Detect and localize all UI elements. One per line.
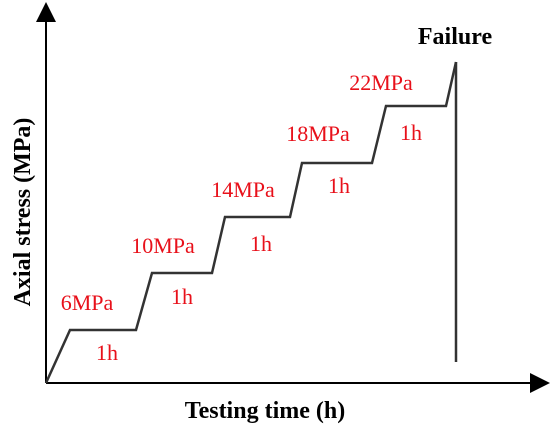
- y-axis-label: Axial stress (MPa): [10, 118, 36, 307]
- stress-level-label: 18MPa: [286, 121, 350, 146]
- step-labels: 6MPa 1h 10MPa 1h 14MPa 1h 18MPa 1h 22MPa 1h: [61, 70, 422, 365]
- stress-path-series-line: [44, 61, 458, 384]
- step-duration-label: 1h: [96, 340, 118, 365]
- stress-level-label: 22MPa: [349, 70, 413, 95]
- step-duration-label: 1h: [328, 173, 350, 198]
- step-duration-label: 1h: [250, 231, 272, 256]
- step-duration-label: 1h: [171, 284, 193, 309]
- stress-level-label: 6MPa: [61, 290, 114, 315]
- step-duration-label: 1h: [400, 120, 422, 145]
- x-axis-label: Testing time (h): [185, 398, 345, 424]
- stress-level-label: 10MPa: [131, 233, 195, 258]
- failure-annotation: Failure: [418, 24, 493, 50]
- stress-level-label: 14MPa: [211, 177, 275, 202]
